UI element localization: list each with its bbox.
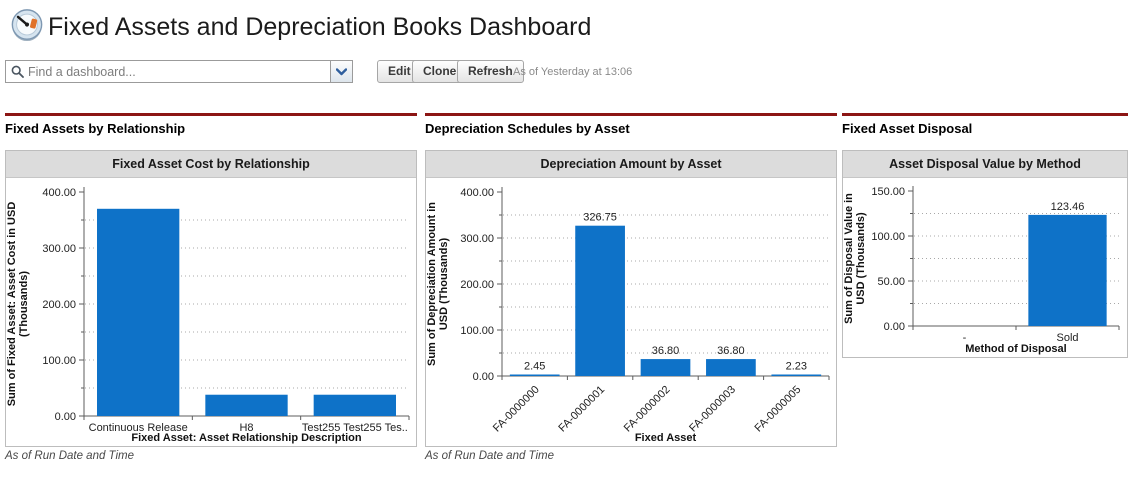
svg-text:FA-0000002: FA-0000002 xyxy=(622,384,673,435)
svg-text:0.00: 0.00 xyxy=(473,371,494,383)
svg-text:Sum of Disposal Value inUSD (T: Sum of Disposal Value inUSD (Thousands) xyxy=(843,193,867,324)
svg-text:36.80: 36.80 xyxy=(652,345,680,357)
chart-box: Asset Disposal Value by Method 0.00 50.00… xyxy=(842,150,1128,358)
panel-footnote: As of Run Date and Time xyxy=(425,450,555,462)
svg-text:150.00: 150.00 xyxy=(871,186,905,198)
panel-top-rule xyxy=(5,113,417,116)
svg-text:-: - xyxy=(963,332,967,344)
chart-title: Fixed Asset Cost by Relationship xyxy=(6,151,416,178)
panel-footnote: As of Run Date and Time xyxy=(5,450,135,462)
svg-text:0.00: 0.00 xyxy=(55,411,76,423)
svg-text:FA-0000003: FA-0000003 xyxy=(687,384,738,435)
svg-text:326.75: 326.75 xyxy=(583,212,617,224)
svg-text:Test255 Test255 Tes..: Test255 Test255 Tes.. xyxy=(302,422,408,434)
svg-text:100.00: 100.00 xyxy=(460,325,494,337)
svg-text:Sum of Depreciation Amount inU: Sum of Depreciation Amount inUSD (Thousa… xyxy=(426,202,450,366)
find-dashboard-combobox xyxy=(5,60,353,83)
svg-text:Continuous Release: Continuous Release xyxy=(89,422,188,434)
svg-text:400.00: 400.00 xyxy=(42,187,76,199)
svg-text:FA-0000005: FA-0000005 xyxy=(753,384,804,435)
svg-text:400.00: 400.00 xyxy=(460,187,494,199)
svg-text:Fixed Asset: Fixed Asset xyxy=(635,432,697,444)
svg-text:100.00: 100.00 xyxy=(871,231,905,243)
page-title: Fixed Assets and Depreciation Books Dash… xyxy=(48,13,592,41)
svg-text:2.23: 2.23 xyxy=(786,361,807,373)
svg-text:200.00: 200.00 xyxy=(460,279,494,291)
svg-text:50.00: 50.00 xyxy=(877,276,905,288)
svg-text:FA-0000000: FA-0000000 xyxy=(491,384,542,435)
svg-text:H8: H8 xyxy=(239,422,253,434)
search-icon xyxy=(6,61,28,82)
panel-top-rule xyxy=(425,113,837,116)
panel-depreciation-schedules-by-asset: Depreciation Schedules by Asset Deprecia… xyxy=(425,113,837,464)
chart-title: Asset Disposal Value by Method xyxy=(843,151,1127,178)
dashboard-dropdown-arrow[interactable] xyxy=(330,61,352,82)
dashboard-gauge-icon xyxy=(11,9,43,42)
panel-fixed-asset-disposal: Fixed Asset Disposal Asset Disposal Valu… xyxy=(842,113,1128,375)
bar-chart-asset-disposal-value[interactable]: 0.00 50.00 100.00 150.00 - 123.46 Sold Method o… xyxy=(843,178,1127,357)
svg-text:Sum of Fixed Asset: Asset Cost: Sum of Fixed Asset: Asset Cost in USD(Th… xyxy=(6,202,30,407)
panel-heading: Fixed Asset Disposal xyxy=(842,121,973,136)
chart-box: Fixed Asset Cost by Relationship 0.00 100… xyxy=(5,150,417,447)
svg-text:123.46: 123.46 xyxy=(1051,201,1085,213)
svg-text:100.00: 100.00 xyxy=(42,355,76,367)
svg-text:36.80: 36.80 xyxy=(717,345,745,357)
panel-footnote xyxy=(842,361,1128,375)
svg-text:200.00: 200.00 xyxy=(42,299,76,311)
panel-top-rule xyxy=(842,113,1128,116)
svg-text:Fixed Asset: Asset Relationshi: Fixed Asset: Asset Relationship Descript… xyxy=(131,432,362,444)
svg-text:Sold: Sold xyxy=(1056,332,1078,344)
svg-text:Method of Disposal: Method of Disposal xyxy=(965,343,1066,355)
panel-heading: Fixed Assets by Relationship xyxy=(5,121,186,136)
svg-text:2.45: 2.45 xyxy=(524,361,545,373)
svg-text:300.00: 300.00 xyxy=(42,243,76,255)
svg-text:FA-0000001: FA-0000001 xyxy=(556,384,607,435)
chart-box: Depreciation Amount by Asset 0.00 100.00 2… xyxy=(425,150,837,447)
bar-chart-fixed-asset-cost[interactable]: 0.00 100.00 200.00 300.00 400.00 Continuous R… xyxy=(6,178,416,446)
panel-fixed-assets-by-relationship: Fixed Assets by Relationship Fixed Asset… xyxy=(5,113,417,464)
chart-title: Depreciation Amount by Asset xyxy=(426,151,836,178)
svg-text:0.00: 0.00 xyxy=(884,321,905,333)
refresh-button[interactable]: Refresh xyxy=(457,60,524,83)
panel-heading: Depreciation Schedules by Asset xyxy=(425,121,630,136)
bar-chart-depreciation-amount[interactable]: 0.00 100.00 200.00 300.00 400.00 2.45 FA-00000… xyxy=(426,178,836,446)
svg-text:300.00: 300.00 xyxy=(460,233,494,245)
last-refresh-timestamp: As of Yesterday at 13:06 xyxy=(513,66,633,78)
clone-button[interactable]: Clone xyxy=(412,60,468,83)
find-dashboard-input[interactable] xyxy=(28,61,330,82)
